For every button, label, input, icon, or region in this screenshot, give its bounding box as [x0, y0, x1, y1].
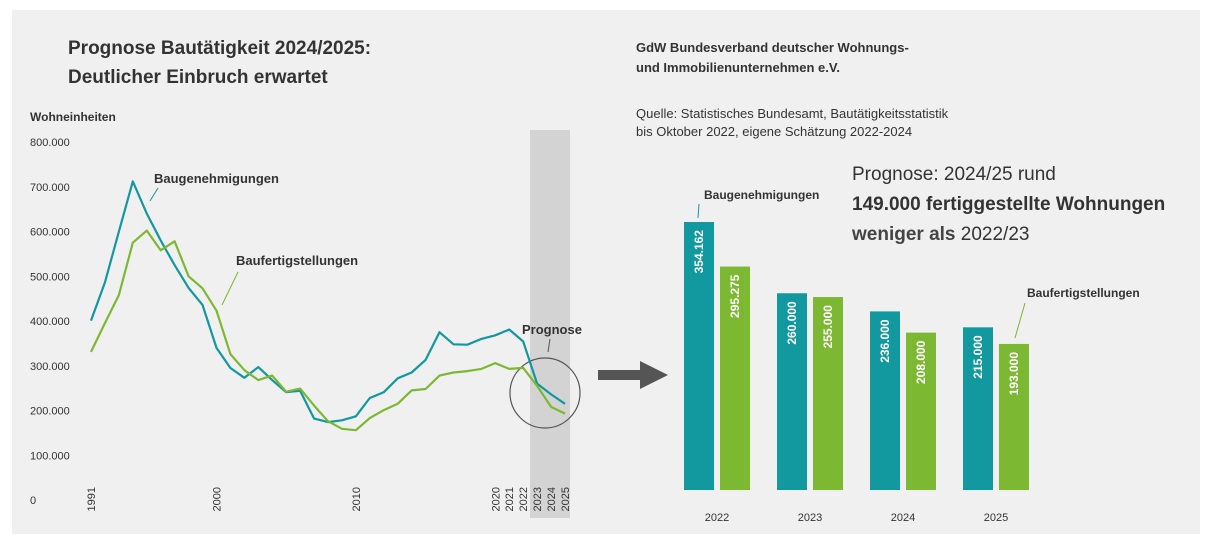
bar: [777, 293, 807, 490]
y-tick-label: 500.000: [30, 271, 70, 283]
bar: [684, 222, 714, 490]
publisher: GdW Bundesverband deutscher Wohnungs-: [636, 40, 909, 55]
headline: 149.000 fertiggestellte Wohnungen: [852, 194, 1165, 215]
x-tick-label: 2021: [504, 487, 516, 511]
x-tick-label: 1991: [86, 487, 98, 511]
bar: [906, 332, 936, 490]
bar: [720, 266, 750, 490]
y-tick-label: 400.000: [30, 316, 70, 328]
headline-text: 2022/23: [961, 224, 1030, 245]
source: bis Oktober 2022, eigene Schätzung 2022-…: [636, 124, 912, 139]
series-label: Baufertigstellungen: [1027, 286, 1140, 300]
value-label: 208.000: [914, 340, 928, 384]
forecast-circle: [509, 357, 581, 429]
arrow: [598, 361, 668, 389]
y-tick-label: 300.000: [30, 361, 70, 373]
value-label: 260.000: [785, 301, 799, 345]
headline: Prognose: 2024/25 rund: [852, 164, 1056, 185]
y-axis-label: Wohneinheiten: [30, 110, 116, 124]
value-label: 236.000: [878, 319, 892, 363]
value-label: 354.162: [692, 230, 706, 274]
x-tick-label: 2022: [705, 512, 729, 524]
source: Quelle: Statistisches Bundesamt, Bautäti…: [636, 106, 949, 121]
x-tick-label: 2025: [560, 487, 572, 511]
value-label: 215.000: [971, 335, 985, 379]
y-tick-label: 600.000: [30, 227, 70, 239]
x-tick-label: 2022: [518, 487, 530, 511]
title-line: Deutlicher Einbruch erwartet: [68, 67, 328, 88]
leader: [149, 187, 159, 202]
bar: [963, 327, 993, 490]
leader: [697, 203, 700, 219]
x-tick-label: 2010: [351, 487, 363, 511]
series-line: [90, 229, 566, 432]
bar: [870, 311, 900, 490]
x-tick-label: 2024: [891, 512, 915, 524]
leader: [1014, 302, 1026, 339]
series-label: Baufertigstellungen: [236, 253, 358, 268]
leader: [221, 271, 239, 306]
series-label: Baugenehmigungen: [154, 171, 279, 186]
x-tick-label: 2023: [798, 512, 822, 524]
forecast-band: [530, 130, 570, 518]
y-tick-label: 0: [30, 495, 36, 507]
value-label: 193.000: [1007, 352, 1021, 396]
annotation: Prognose: [522, 322, 582, 337]
headline-bold: weniger als: [851, 224, 956, 245]
x-tick-label: 2023: [532, 487, 544, 511]
x-tick-label: 2020: [490, 487, 502, 511]
title-line: Prognose Bautätigkeit 2024/2025:: [68, 38, 371, 59]
value-label: 255.000: [821, 305, 835, 349]
bar: [813, 297, 843, 490]
annotation-leader: [547, 338, 551, 353]
value-label: 295.275: [728, 274, 742, 318]
x-tick-label: 2000: [211, 487, 223, 511]
x-tick-label: 2025: [984, 512, 1008, 524]
y-tick-label: 700.000: [30, 182, 70, 194]
y-tick-label: 800.000: [30, 137, 70, 149]
bar: [999, 343, 1029, 490]
series-label: Baugenehmigungen: [704, 188, 819, 202]
y-tick-label: 200.000: [30, 406, 70, 418]
headline: weniger als 2022/23: [851, 224, 1029, 245]
publisher: und Immobilienunternehmen e.V.: [636, 60, 840, 75]
x-tick-label: 2024: [546, 487, 558, 511]
y-tick-label: 100.000: [30, 450, 70, 462]
